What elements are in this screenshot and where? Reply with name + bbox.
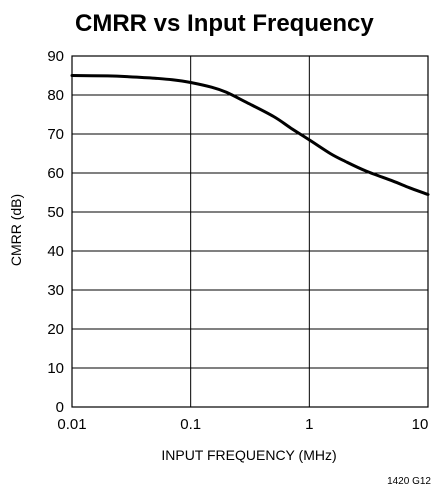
y-tick-label: 60 bbox=[47, 165, 64, 182]
chart-title: CMRR vs Input Frequency bbox=[75, 10, 374, 37]
y-tick-label: 70 bbox=[47, 126, 64, 143]
x-tick-labels: 0.01 0.1 1 10 bbox=[57, 416, 428, 433]
x-tick-label: 0.01 bbox=[57, 416, 86, 433]
series-line bbox=[70, 74, 430, 196]
y-tick-labels: 0 10 20 30 40 50 60 70 80 90 bbox=[47, 48, 64, 416]
y-tick-label: 90 bbox=[47, 48, 64, 65]
y-tick-label: 40 bbox=[47, 243, 64, 260]
y-axis-label: CMRR (dB) bbox=[8, 194, 24, 266]
grid bbox=[71, 55, 429, 408]
y-tick-label: 30 bbox=[47, 282, 64, 299]
x-tick-label: 0.1 bbox=[180, 416, 201, 433]
plot-frame bbox=[71, 55, 429, 408]
series-layer bbox=[70, 74, 430, 196]
y-tick-label: 80 bbox=[47, 87, 64, 104]
figure-code: 1420 G12 bbox=[387, 476, 431, 487]
y-tick-label: 20 bbox=[47, 321, 64, 338]
y-tick-label: 50 bbox=[47, 204, 64, 221]
y-tick-label: 0 bbox=[56, 399, 64, 416]
x-tick-label: 1 bbox=[305, 416, 313, 433]
x-axis-label: INPUT FREQUENCY (MHz) bbox=[161, 447, 336, 463]
x-tick-label: 10 bbox=[412, 416, 429, 433]
y-tick-label: 10 bbox=[47, 360, 64, 377]
